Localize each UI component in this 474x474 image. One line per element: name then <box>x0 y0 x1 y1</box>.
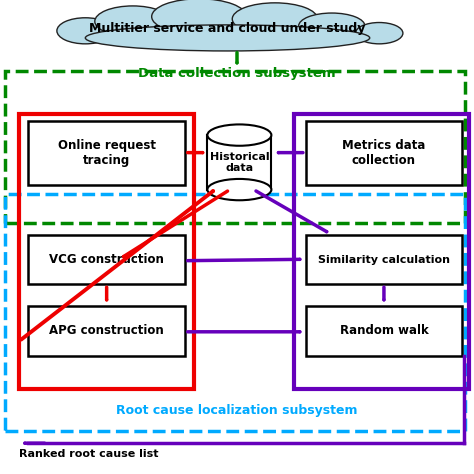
Ellipse shape <box>152 0 246 35</box>
Text: Multitier service and cloud under study: Multitier service and cloud under study <box>89 22 366 35</box>
Bar <box>306 121 462 185</box>
Bar <box>28 306 185 356</box>
Bar <box>294 114 469 389</box>
Text: APG construction: APG construction <box>49 324 164 337</box>
FancyArrowPatch shape <box>21 191 213 339</box>
Text: Online request
tracing: Online request tracing <box>58 139 155 167</box>
Text: Similarity calculation: Similarity calculation <box>318 255 450 264</box>
Text: VCG construction: VCG construction <box>49 253 164 266</box>
Ellipse shape <box>207 125 271 146</box>
Bar <box>5 194 465 431</box>
Text: Data collection subsystem: Data collection subsystem <box>138 67 336 80</box>
Ellipse shape <box>356 22 403 44</box>
Text: Root cause localization subsystem: Root cause localization subsystem <box>116 403 358 417</box>
Bar <box>28 121 185 185</box>
Bar <box>207 135 271 190</box>
Bar <box>5 71 465 223</box>
Bar <box>306 235 462 284</box>
Bar <box>19 114 194 389</box>
Ellipse shape <box>95 6 171 37</box>
Bar <box>306 306 462 356</box>
Ellipse shape <box>85 25 370 51</box>
Ellipse shape <box>207 179 271 201</box>
FancyArrowPatch shape <box>188 259 300 261</box>
FancyArrowPatch shape <box>256 191 327 232</box>
Text: Ranked root cause list: Ranked root cause list <box>19 449 158 459</box>
Text: Historical
data: Historical data <box>210 152 269 173</box>
Ellipse shape <box>232 3 318 35</box>
Text: Random walk: Random walk <box>339 324 428 337</box>
FancyArrowPatch shape <box>124 191 228 256</box>
Ellipse shape <box>299 13 365 39</box>
Ellipse shape <box>57 18 114 44</box>
Bar <box>28 235 185 284</box>
Text: Metrics data
collection: Metrics data collection <box>342 139 426 167</box>
